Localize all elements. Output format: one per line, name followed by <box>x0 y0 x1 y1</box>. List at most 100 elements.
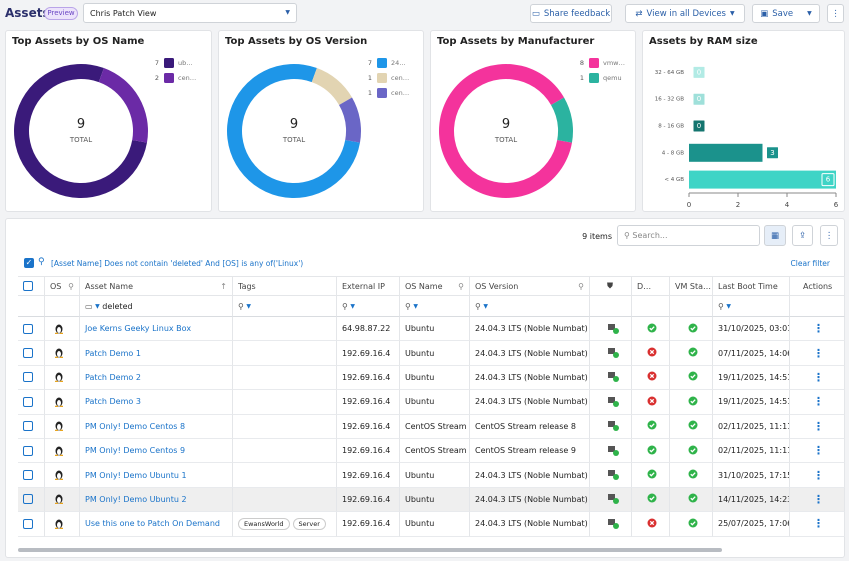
filter-cell: ⚲ ▼ <box>400 296 470 317</box>
header-icon: ↑ <box>220 282 227 291</box>
asset-link[interactable]: Patch Demo 3 <box>85 397 141 406</box>
table-cell <box>18 317 45 341</box>
bar <box>689 171 836 189</box>
table-cell: 24.04.3 LTS (Noble Numbat) <box>470 488 590 512</box>
os-name: CentOS Stream <box>405 422 467 431</box>
table-cell <box>632 317 670 341</box>
columns-button[interactable]: ▦ <box>764 225 786 246</box>
asset-link[interactable]: Use this one to Patch On Demand <box>85 519 220 528</box>
table-cell <box>18 512 45 536</box>
table-cell <box>670 439 713 463</box>
table-cell: 24.04.3 LTS (Noble Numbat) <box>470 317 590 341</box>
table-cell: 192.69.16.4 <box>337 512 400 536</box>
table-cell <box>590 390 632 414</box>
table-cell: 31/10/2025, 17:15 <box>713 463 790 487</box>
table-cell: 24.04.3 LTS (Noble Numbat) <box>470 341 590 365</box>
header-cell: ⛊ <box>590 276 632 296</box>
table-cell <box>233 390 337 414</box>
icon-part <box>688 445 698 455</box>
column-header: Asset Name <box>85 282 133 291</box>
table-cell <box>590 512 632 536</box>
column-header: OS Version <box>475 282 518 291</box>
table-cell <box>670 390 713 414</box>
item-count: 9 items <box>560 232 612 241</box>
filter-cell: ⚲ ▼ <box>233 296 337 317</box>
legend-label: ub… <box>178 59 193 67</box>
icon-part <box>647 445 657 455</box>
table-cell <box>632 366 670 390</box>
icon-part <box>23 372 33 382</box>
icon-part <box>647 323 657 333</box>
icon-part <box>689 470 698 479</box>
table-cell: PM Only! Demo Ubuntu 1 <box>80 463 233 487</box>
icon-part <box>688 420 698 430</box>
view-dropdown[interactable]: Chris Patch View▼ <box>83 3 297 23</box>
search-box[interactable]: ⚲ Search... <box>617 225 760 246</box>
last-boot: 14/11/2025, 14:23 <box>718 495 790 504</box>
x-tick-label: 0 <box>687 201 691 209</box>
y-tick-label: 4 - 8 GB <box>662 150 684 156</box>
asset-link[interactable]: PM Only! Demo Centos 9 <box>85 446 185 455</box>
header-icon: ⚲ <box>458 282 464 291</box>
filter-cell: ⚲ ▼ <box>337 296 400 317</box>
table-cell: 192.69.16.4 <box>337 463 400 487</box>
share-feedback-button[interactable]: ▭Share feedback <box>530 4 612 23</box>
table-cell: 02/11/2025, 11:11 <box>713 415 790 439</box>
asset-link[interactable]: PM Only! Demo Ubuntu 2 <box>85 495 187 504</box>
last-boot: 02/11/2025, 11:11 <box>718 446 790 455</box>
icon-part <box>688 445 698 457</box>
table-cell: CentOS Stream release 9 <box>470 439 590 463</box>
last-boot: 31/10/2025, 17:15 <box>718 471 790 480</box>
icon-part: ⚲ <box>475 302 481 311</box>
asset-link[interactable]: Patch Demo 1 <box>85 349 141 358</box>
ip: 192.69.16.4 <box>342 471 390 480</box>
icon-part <box>648 470 657 479</box>
asset-link[interactable]: PM Only! Demo Centos 8 <box>85 422 185 431</box>
icon-part <box>607 395 619 409</box>
icon-part: ⚲ <box>405 302 411 311</box>
icon-part <box>54 395 64 409</box>
icon-part <box>647 396 657 406</box>
icon-part <box>54 444 64 458</box>
legend-swatch <box>164 58 174 68</box>
filter-checkbox[interactable]: ✓ <box>24 258 34 268</box>
asset-link[interactable]: Joe Kerns Geeky Linux Box <box>85 324 191 333</box>
icon-part: ⚲ <box>718 302 724 311</box>
icon-part: ⋮ <box>813 347 824 360</box>
ip: 64.98.87.22 <box>342 324 390 333</box>
data-label: 0 <box>697 122 701 130</box>
icon-part <box>607 419 619 431</box>
table-cell <box>18 366 45 390</box>
table-more-button[interactable]: ⋮ <box>820 225 838 246</box>
icon-part <box>23 324 33 334</box>
icon-part: ⋮ <box>813 493 824 506</box>
donut-total-label: TOTAL <box>69 136 92 144</box>
table-cell: 14/11/2025, 14:23 <box>713 488 790 512</box>
os-version: 24.04.3 LTS (Noble Numbat) <box>475 397 588 406</box>
icon-part <box>613 425 619 431</box>
icon-part <box>57 424 61 430</box>
icon-part <box>648 445 657 454</box>
table-cell: Ubuntu <box>400 390 470 414</box>
table-cell <box>632 415 670 439</box>
view-all-devices-button[interactable]: ⇄View in all Devices▼ <box>625 4 745 23</box>
table-cell: ⋮ <box>790 415 845 439</box>
save-button[interactable]: ▣Save▼ <box>752 4 820 23</box>
icon-part <box>54 517 64 529</box>
asset-link[interactable]: Patch Demo 2 <box>85 373 141 382</box>
donut-segment <box>339 98 361 143</box>
table-cell <box>590 366 632 390</box>
export-button[interactable]: ⇪ <box>792 225 813 246</box>
icon-part <box>54 468 64 480</box>
ip: 192.69.16.4 <box>342 397 390 406</box>
asset-link[interactable]: PM Only! Demo Ubuntu 1 <box>85 471 187 480</box>
chart-card: Assets by RAM size024632 - 64 GB016 - 32… <box>642 30 845 212</box>
icon-part: ⋮ <box>813 469 824 482</box>
icon-part: ⋮ <box>813 371 824 384</box>
clear-filter[interactable]: Clear filter <box>780 259 830 268</box>
filter-cell <box>18 296 45 317</box>
more-button[interactable]: ⋮ <box>827 4 844 23</box>
icon-part <box>57 522 61 528</box>
table-cell: CentOS Stream release 8 <box>470 415 590 439</box>
data-label: 0 <box>697 95 701 103</box>
